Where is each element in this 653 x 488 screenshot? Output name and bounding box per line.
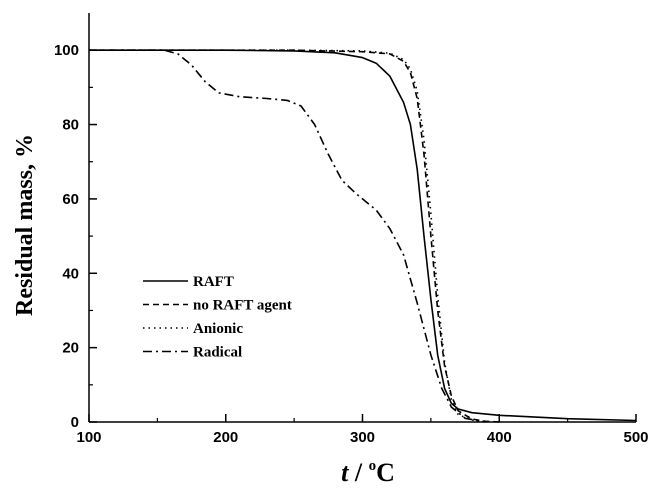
x-tick-label: 500 xyxy=(623,429,648,446)
series-line-radical xyxy=(89,49,486,423)
series-line-raft xyxy=(89,49,637,422)
legend-label-raft: RAFT xyxy=(193,274,234,290)
y-tick-label: 0 xyxy=(71,414,79,431)
y-tick-label: 100 xyxy=(54,42,79,59)
plot-area xyxy=(88,13,636,423)
x-axis-title-sup: o xyxy=(369,458,377,474)
x-tick-label: 300 xyxy=(350,429,375,446)
y-axis-title: Residual mass, % xyxy=(12,134,38,316)
y-tick-label: 80 xyxy=(62,117,79,134)
y-tick-label: 40 xyxy=(62,265,79,282)
x-tick-label: 100 xyxy=(76,429,101,446)
legend: RAFT no RAFT agent Anionic Radical xyxy=(143,274,292,361)
series-line-anionic xyxy=(89,49,486,423)
legend-label-no-raft-agent: no RAFT agent xyxy=(193,298,292,314)
series-line-no-raft-agent xyxy=(89,49,500,423)
series-lines xyxy=(89,49,637,423)
x-axis-title-var: t xyxy=(341,458,349,487)
legend-label-radical: Radical xyxy=(193,345,242,361)
x-axis-title-sep: / xyxy=(348,458,368,487)
axis-ticks: 100 200 300 400 500 0 20 40 60 80 100 xyxy=(54,42,649,446)
x-tick-label: 200 xyxy=(213,429,238,446)
x-tick-label: 400 xyxy=(487,429,512,446)
y-tick-label: 20 xyxy=(62,340,79,357)
x-axis-title-unit: C xyxy=(376,458,395,487)
legend-label-anionic: Anionic xyxy=(193,321,243,337)
y-tick-label: 60 xyxy=(62,191,79,208)
x-axis-title: t / oC xyxy=(341,458,395,487)
